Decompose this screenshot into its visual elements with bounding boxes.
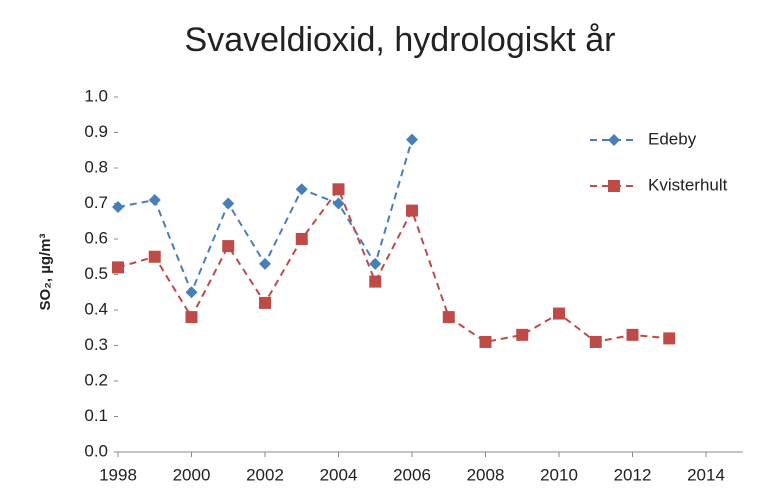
marker [112, 261, 124, 274]
y-tick-label: 0.8 [84, 157, 108, 176]
marker [663, 332, 676, 345]
x-tick-label: 1998 [99, 465, 137, 484]
marker [295, 183, 308, 196]
y-tick-label: 0.2 [84, 370, 108, 389]
y-tick-label: 0.0 [84, 441, 108, 460]
series-line [117, 187, 670, 344]
legend-marker [608, 134, 620, 146]
marker [222, 197, 235, 210]
y-axis-label: SO₂, µg/m³ [37, 234, 54, 311]
marker [148, 250, 161, 263]
marker [185, 286, 198, 299]
y-tick-label: 0.6 [84, 228, 108, 247]
marker [479, 335, 492, 348]
legend-label: Kvisterhult [648, 175, 728, 194]
x-tick-label: 2010 [540, 465, 578, 484]
x-tick-label: 2008 [467, 465, 505, 484]
marker [442, 311, 455, 324]
y-tick-label: 0.9 [84, 122, 108, 141]
y-tick-label: 0.3 [84, 335, 108, 354]
marker [295, 233, 308, 245]
marker [185, 311, 198, 324]
legend-marker [608, 180, 620, 192]
x-tick-label: 2004 [320, 465, 358, 484]
marker [406, 204, 418, 217]
marker [259, 257, 271, 270]
marker [626, 328, 639, 341]
marker [516, 328, 529, 341]
marker [553, 307, 565, 320]
y-tick-label: 0.4 [84, 299, 108, 318]
marker [589, 335, 602, 348]
x-tick-label: 2014 [687, 465, 725, 484]
marker [148, 193, 161, 206]
chart-title: Svaveldioxid, hydrologiskt år [185, 21, 616, 59]
marker [222, 240, 235, 253]
y-tick-label: 1.0 [84, 86, 108, 105]
marker [369, 275, 382, 288]
marker [369, 257, 382, 270]
marker [112, 201, 124, 214]
marker [332, 183, 345, 196]
y-tick-label: 0.7 [84, 193, 108, 212]
legend-label: Edeby [648, 129, 697, 148]
marker [406, 133, 418, 146]
x-tick-label: 2006 [393, 465, 431, 484]
marker [259, 296, 271, 309]
x-tick-label: 2012 [614, 465, 652, 484]
x-tick-label: 2002 [246, 465, 284, 484]
y-tick-label: 0.1 [84, 406, 108, 425]
marker [332, 197, 345, 210]
y-tick-label: 0.5 [84, 264, 108, 283]
x-tick-label: 2000 [173, 465, 211, 484]
